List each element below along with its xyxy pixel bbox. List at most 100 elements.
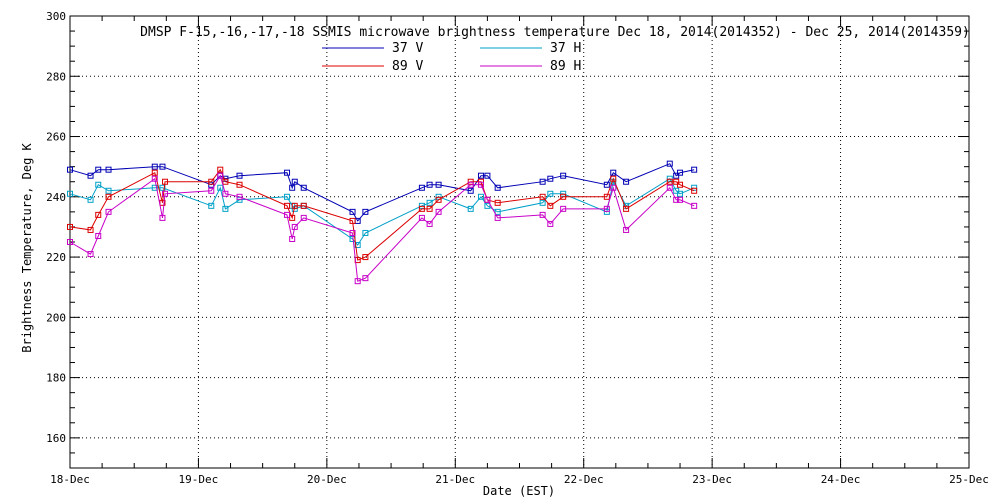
data-point [677,169,684,176]
data-point [623,226,630,233]
data-point [349,208,356,215]
data-point [208,202,215,209]
data-point [418,214,425,221]
data-point [418,202,425,209]
data-point [105,166,112,173]
x-tick-label: 19-Dec [179,473,219,486]
y-tick-label: 220 [46,251,66,264]
data-point [539,178,546,185]
data-point [289,214,296,221]
data-point [284,211,291,218]
data-point [494,214,501,221]
data-point [477,181,484,188]
data-point [222,178,229,185]
data-point [362,254,369,261]
data-point [560,205,567,212]
legend-entry: 37 V [322,41,423,56]
data-point [105,193,112,200]
legend-label: 37 V [392,41,423,56]
data-point [208,178,215,185]
data-point [284,193,291,200]
data-point [603,181,610,188]
data-point [677,196,684,203]
legend-label: 89 H [550,59,581,74]
data-point [284,202,291,209]
data-point [300,184,307,191]
data-point [677,181,684,188]
data-point [623,205,630,212]
series-37v [67,160,698,224]
y-tick-label: 260 [46,131,66,144]
data-point [236,181,243,188]
data-point [418,205,425,212]
series-line [69,174,695,282]
data-point [547,220,554,227]
data-point [362,208,369,215]
legend-label: 37 H [550,41,581,56]
data-point [289,184,296,191]
data-point [426,220,433,227]
x-tick-label: 22-Dec [564,473,604,486]
data-point [467,187,474,194]
axes-layer: 160 180 200 220 240 260 280 300 18-Dec 19-Dec 20-D… [46,10,989,486]
x-tick-label: 20-Dec [307,473,347,486]
data-point [673,196,680,203]
data-point [162,178,169,185]
data-point [666,160,673,167]
y-tick-label: 240 [46,191,66,204]
data-point [291,178,298,185]
data-point [291,223,298,230]
data-point [494,199,501,206]
data-point [691,202,698,209]
data-point [666,184,673,191]
data-point [467,181,474,188]
data-point [87,172,94,179]
data-point [539,211,546,218]
data-point [603,205,610,212]
data-point [87,251,94,258]
data-point [300,202,307,209]
series-line [69,163,695,222]
legend-label: 89 V [392,59,423,74]
x-tick-label: 25-Dec [949,473,989,486]
legend-entry: 89 H [480,59,581,74]
y-tick-label: 180 [46,372,66,385]
data-point [354,242,361,249]
data-point [95,181,102,188]
data-point [484,196,491,203]
data-point [87,196,94,203]
data-point [610,169,617,176]
data-point [159,214,166,221]
x-tick-label: 23-Dec [692,473,732,486]
data-point [467,205,474,212]
data-point [435,196,442,203]
series-line [69,168,695,261]
y-tick-label: 200 [46,311,66,324]
data-point [67,239,73,245]
legend-entry: 89 V [322,59,423,74]
y-axis-label: Brightness Temperature, Deg K [20,142,34,352]
data-point [666,178,673,185]
data-point [95,211,102,218]
data-point [95,166,102,173]
data-point [208,181,215,188]
data-point [418,184,425,191]
data-point [362,275,369,282]
data-point [610,184,617,191]
data-point [691,187,698,194]
data-point [547,190,554,197]
data-point [560,193,567,200]
data-point [539,193,546,200]
data-point [673,172,680,179]
series-37h [67,175,698,249]
data-point [151,169,158,176]
plot-frame [69,15,970,469]
data-point [349,217,356,224]
data-point [217,172,224,179]
data-point [217,184,224,191]
series-layer [67,160,698,285]
data-point [547,202,554,209]
data-point [484,172,491,179]
